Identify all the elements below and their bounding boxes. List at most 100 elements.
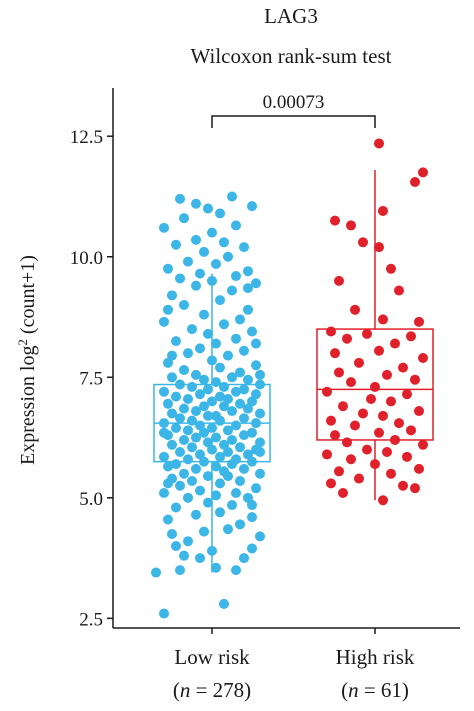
x-tick-label: Low risk [174,645,250,669]
data-point [239,384,249,395]
data-point [159,488,169,498]
data-point [406,331,416,342]
data-point [203,437,213,448]
data-point [322,386,332,397]
data-point [223,393,233,404]
data-point [163,304,173,315]
y-axis-label: Expression log2 (count+1) [15,255,40,465]
data-point [394,418,404,429]
data-point [171,541,181,552]
data-point [378,495,388,506]
data-point [159,386,169,397]
data-point [374,138,384,149]
data-point [251,360,261,371]
data-point [243,374,253,385]
data-point [231,386,241,397]
data-point [370,381,380,392]
data-point [195,268,205,279]
data-point [191,509,201,520]
data-point [215,391,225,402]
data-point [398,480,408,491]
data-point [187,442,197,453]
data-point [179,468,189,479]
data-point [406,425,416,436]
data-point [243,266,253,277]
y-axis: 2.5 5.0 7.5 10.0 12.5 [70,88,114,630]
data-point [183,536,193,547]
data-point [183,256,193,267]
data-point [255,408,265,419]
data-point [239,463,249,474]
data-point [378,205,388,216]
data-point [251,338,261,349]
data-point [211,461,221,472]
data-point [231,220,241,231]
data-point [179,403,189,414]
data-point [211,377,221,388]
data-point [211,410,221,421]
data-point [179,299,189,310]
data-point [239,413,249,424]
data-point [195,389,205,400]
data-point [398,362,408,373]
data-point [163,461,173,472]
data-point [219,237,229,248]
data-point [219,598,229,609]
data-point [410,374,420,385]
data-point [330,430,340,441]
y-axis-label-prefix: Expression log [17,346,39,465]
data-point [239,345,249,356]
x-tick-n-label: (n = 61) [341,678,409,702]
data-point [187,475,197,486]
data-point [227,285,237,296]
data-point [322,449,332,460]
data-point [255,437,265,448]
data-point [378,314,388,325]
data-point [239,242,249,253]
data-point [179,365,189,376]
data-point [334,466,344,477]
data-point [163,514,173,525]
data-point [374,242,384,253]
data-point [159,427,169,438]
data-point [362,444,372,455]
data-point [179,434,189,445]
chart-subtitle: Wilcoxon rank-sum test [191,44,392,68]
data-point [175,413,185,424]
data-point [215,208,225,219]
data-point [175,193,185,204]
data-point [251,278,261,289]
data-point [247,326,257,337]
data-point [219,466,229,477]
data-point [187,415,197,426]
data-point [334,367,344,378]
data-point [358,408,368,419]
data-point [167,439,177,450]
data-point [227,372,237,383]
data-point [386,263,396,274]
data-point [247,512,257,523]
data-point [394,285,404,296]
data-point [167,372,177,383]
data-point [235,314,245,325]
data-point [366,393,376,404]
y-tick-label: 12.5 [70,127,103,148]
data-point [159,316,169,327]
data-point [382,447,392,458]
bracket-line [211,115,376,128]
data-point [199,526,209,537]
data-point [171,336,181,347]
data-point [378,410,388,421]
data-point [219,439,229,450]
chart-title: LAG3 [264,4,318,28]
data-point [231,565,241,576]
data-point [382,369,392,380]
data-point [418,439,428,450]
data-point [183,425,193,436]
data-point [370,459,380,470]
data-point [159,608,169,619]
data-point [183,492,193,503]
data-point [227,434,237,445]
